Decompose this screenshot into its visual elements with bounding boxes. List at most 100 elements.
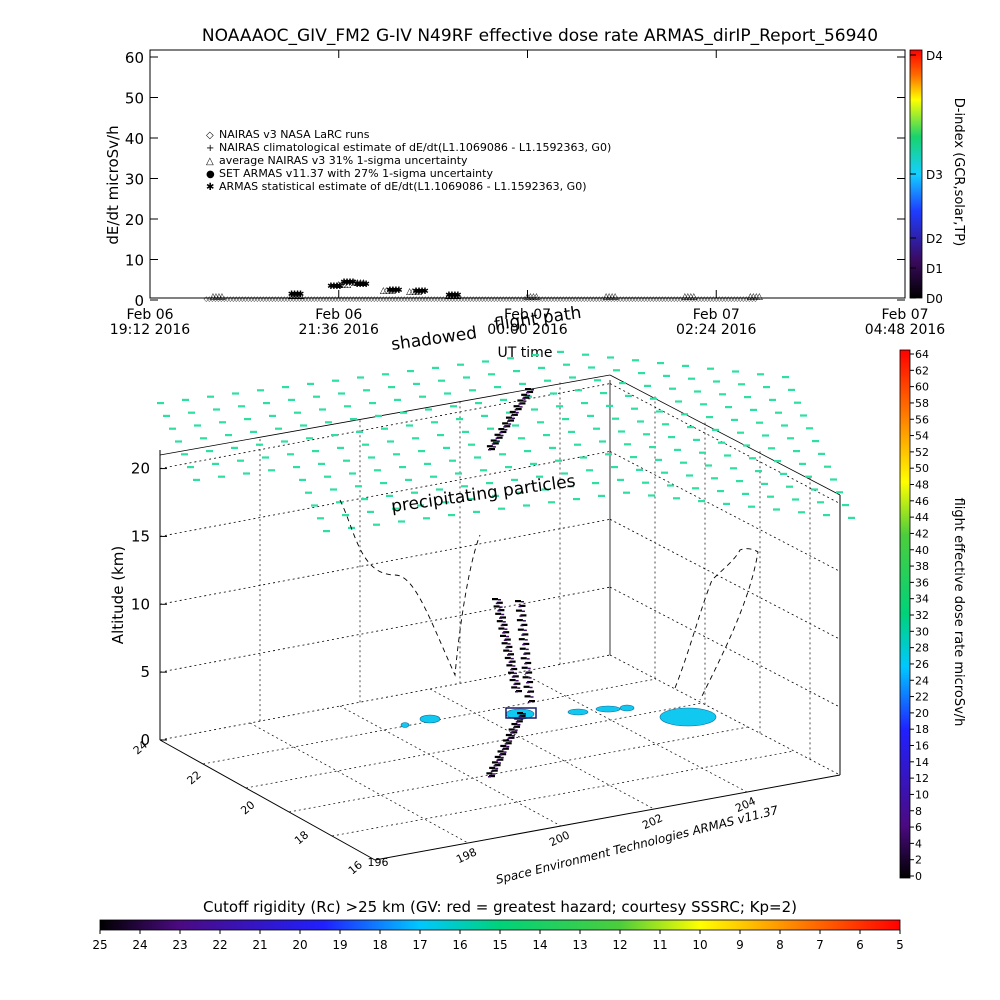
data-point: ✱ (362, 280, 370, 290)
dose-marker (469, 389, 476, 392)
track-segment (499, 431, 503, 434)
grid-line (159, 451, 611, 537)
dose-marker (742, 492, 749, 495)
grid-line (288, 726, 749, 813)
track-segment (492, 442, 499, 445)
data-point: ✱ (333, 282, 341, 292)
dose-marker (575, 389, 582, 392)
dose-marker (668, 436, 675, 439)
data-point: ◇ (303, 295, 309, 303)
dose-marker (332, 379, 339, 382)
dose-marker (644, 384, 651, 387)
dose-marker (713, 380, 720, 383)
dose-tick-label: 60 (915, 381, 929, 394)
dose-marker (619, 382, 626, 385)
data-point: ◇ (630, 295, 636, 303)
data-point: ◇ (282, 295, 288, 303)
data-point: ◇ (291, 295, 297, 303)
dose-marker (443, 446, 450, 449)
track-segment (517, 399, 524, 402)
track-segment (491, 769, 498, 772)
track-segment (511, 413, 518, 416)
data-point: ◇ (540, 295, 546, 303)
y-tick-label: 30 (125, 171, 144, 189)
dose-marker (212, 462, 219, 465)
track-segment (503, 751, 507, 753)
data-point: ◇ (243, 295, 249, 303)
track-segment (491, 443, 495, 445)
track-segment (504, 628, 508, 630)
dose-tick-label: 48 (915, 479, 929, 492)
data-point: ✱ (340, 278, 348, 288)
dose-marker (549, 446, 556, 449)
data-point: △ (344, 280, 351, 290)
dose-marker (681, 413, 688, 416)
lon-tick-label: 196 (368, 856, 389, 869)
data-point: ◇ (402, 295, 408, 303)
cutoff-tick-label: 16 (452, 938, 467, 952)
track-segment (501, 642, 508, 645)
data-point: ◇ (297, 295, 303, 303)
data-point: ◇ (570, 295, 576, 303)
data-point: △ (288, 291, 295, 301)
dose-marker (792, 498, 799, 501)
data-point: ◇ (588, 295, 594, 303)
data-point: ◇ (411, 295, 417, 303)
track-segment (515, 691, 518, 693)
dose-marker (749, 457, 756, 460)
track-segment (519, 714, 526, 717)
dose-marker (781, 424, 788, 427)
track-segment (517, 723, 521, 726)
z-tick-label: 15 (131, 527, 150, 545)
track-segment (495, 602, 499, 605)
track-segment (514, 682, 521, 685)
dose-marker (268, 469, 275, 472)
data-point: ◇ (654, 295, 660, 303)
dose-marker (631, 407, 638, 410)
dose-marker (593, 427, 600, 430)
data-point: ◇ (228, 295, 234, 303)
track-segment (526, 391, 530, 394)
data-point: ◇ (405, 295, 411, 303)
grid-line (519, 671, 748, 793)
dose-marker (511, 478, 518, 481)
data-point: ◇ (546, 295, 552, 303)
dose-marker (732, 370, 739, 373)
track-segment (518, 638, 525, 641)
track-segment (525, 388, 531, 391)
track-segment (515, 408, 522, 411)
dose-marker (188, 411, 195, 414)
dose-marker (237, 459, 244, 462)
dose-marker (557, 350, 564, 353)
dose-marker (562, 418, 569, 421)
top-y-axis-label: dE/dt microSv/h (104, 125, 122, 244)
dose-marker (417, 504, 424, 507)
data-point: ◇ (261, 295, 267, 303)
data-point: ◇ (549, 295, 555, 303)
dose-marker (650, 397, 657, 400)
dose-marker (573, 498, 580, 501)
track-segment (511, 676, 515, 678)
data-point: ◇ (333, 295, 339, 303)
dose-marker (398, 520, 405, 523)
data-point: ◇ (465, 295, 471, 303)
data-point: ◇ (387, 295, 393, 303)
dindex-tick-label: D0 (926, 292, 943, 306)
dose-marker (317, 517, 324, 520)
dose-marker (738, 383, 745, 386)
data-point: ◇ (456, 295, 462, 303)
track-segment (523, 642, 530, 646)
data-point: △ (690, 292, 697, 302)
dose-marker (842, 504, 849, 507)
dose-marker (375, 414, 382, 417)
data-point: ◇ (576, 295, 582, 303)
cutoff-tick-label: 6 (856, 938, 864, 952)
y-tick-label: 10 (125, 252, 144, 270)
dose-marker (600, 392, 607, 395)
dose-marker (836, 491, 843, 494)
data-point: ◇ (321, 295, 327, 303)
dose-tick-label: 52 (915, 446, 929, 459)
data-point: ◇ (669, 295, 675, 303)
dose-marker (455, 472, 462, 475)
shadow-trajectories (339, 499, 759, 701)
